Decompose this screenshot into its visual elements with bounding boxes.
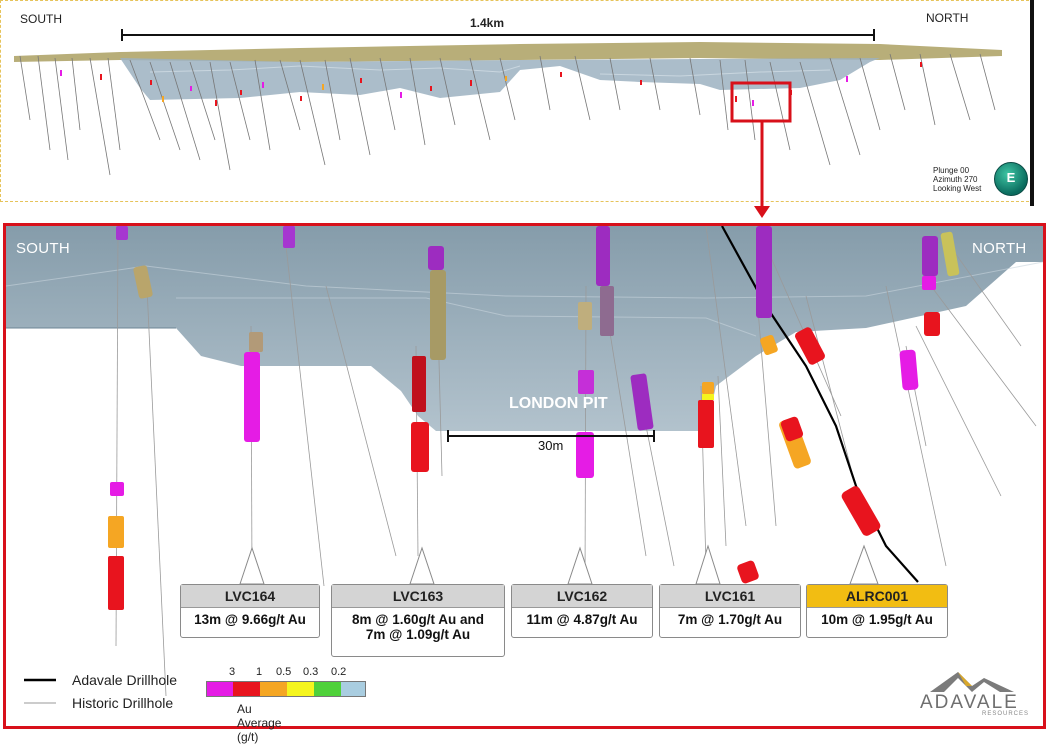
detail-scale-bar xyxy=(447,430,655,442)
overview-frame-edge xyxy=(1030,0,1034,206)
callout-intercept: 8m @ 1.60g/t Au and xyxy=(352,612,484,627)
overview-scale-label: 1.4km xyxy=(470,16,505,30)
detail-north-label: NORTH xyxy=(972,240,1027,257)
scale-tick: 3 xyxy=(229,666,236,678)
detail-panel-frame xyxy=(3,223,1046,729)
adavale-logo: ADAVALE RESOURCES xyxy=(918,668,1038,720)
callout-intercept: 7m @ 1.70g/t Au xyxy=(677,612,783,627)
detail-south-label: SOUTH xyxy=(16,240,70,257)
callout-intercept: 11m @ 4.87g/t Au xyxy=(526,612,638,627)
scale-tick: 0.5 xyxy=(276,666,292,678)
legend-adavale-label: Adavale Drillhole xyxy=(72,672,178,688)
scale-swatch xyxy=(206,681,233,697)
callout-hole-id: LVC161 xyxy=(660,585,800,608)
callout-hole-id: ALRC001 xyxy=(807,585,947,608)
scale-tick: 1 xyxy=(256,666,263,678)
scale-swatch xyxy=(260,681,287,697)
detail-scale-label: 30m xyxy=(538,438,564,453)
callout-hole-id: LVC163 xyxy=(332,585,504,608)
scale-tick: 0.2 xyxy=(331,666,347,678)
overview-scale-bar xyxy=(121,29,875,41)
overview-section-view xyxy=(14,29,1002,176)
overview-panel: SOUTH NORTH 1.4km xyxy=(0,0,1047,215)
legend-historic-label: Historic Drillhole xyxy=(72,695,174,711)
callout-intercept: 13m @ 9.66g/t Au xyxy=(194,612,306,627)
callout-lvc163: LVC163 8m @ 1.60g/t Au and 7m @ 1.09g/t … xyxy=(331,584,505,657)
callout-lvc164: LVC164 13m @ 9.66g/t Au xyxy=(180,584,320,638)
overview-north-label: NORTH xyxy=(926,11,969,25)
scale-swatch xyxy=(287,681,314,697)
scale-title: Au Average (g/t) xyxy=(237,702,282,744)
historic-drillholes xyxy=(115,226,1037,697)
pit-label: LONDON PIT xyxy=(509,395,608,412)
detail-section-view xyxy=(6,226,1043,697)
overview-south-label: SOUTH xyxy=(20,12,62,26)
compass-icon: E xyxy=(994,162,1028,196)
callout-lvc162: LVC162 11m @ 4.87g/t Au xyxy=(511,584,653,638)
scale-swatch xyxy=(233,681,260,697)
callout-pointers xyxy=(239,544,879,585)
view-info: Plunge 00 Azimuth 270 Looking West xyxy=(933,166,982,193)
callout-intercept: 7m @ 1.09g/t Au xyxy=(365,627,471,642)
zoom-arrow xyxy=(754,120,770,218)
overview-intercepts xyxy=(60,62,922,106)
logo-name: ADAVALE xyxy=(920,692,1019,713)
overview-drillholes xyxy=(19,53,996,176)
callout-lvc161: LVC161 7m @ 1.70g/t Au xyxy=(659,584,801,638)
callout-intercept: 10m @ 1.95g/t Au xyxy=(821,612,933,627)
intercept-cylinders xyxy=(108,226,960,610)
callout-hole-id: LVC162 xyxy=(512,585,652,608)
logo-mark-icon xyxy=(930,672,1014,692)
scale-tick: 0.3 xyxy=(303,666,319,678)
logo-tagline: RESOURCES xyxy=(982,711,1030,717)
callout-hole-id: LVC164 xyxy=(181,585,319,608)
legend-line-samples xyxy=(24,678,56,704)
callout-alrc001: ALRC001 10m @ 1.95g/t Au xyxy=(806,584,948,638)
scale-swatch xyxy=(341,681,366,697)
scale-swatch xyxy=(314,681,341,697)
